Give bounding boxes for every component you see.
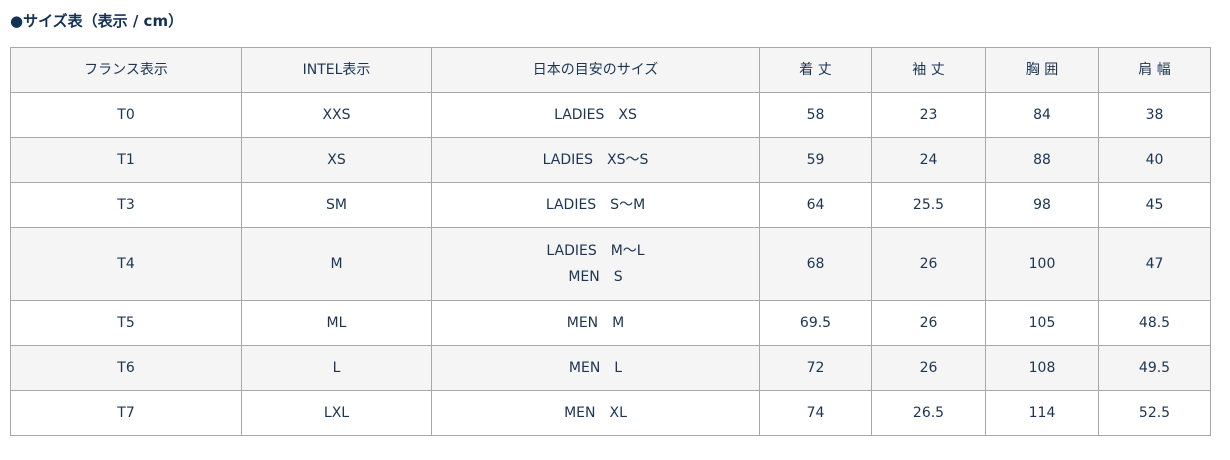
cell-chest: 105 bbox=[985, 300, 1099, 346]
cell-sleeve: 26 bbox=[871, 345, 986, 391]
cell-sleeve: 26.5 bbox=[871, 390, 986, 436]
cell-chest: 108 bbox=[985, 345, 1099, 391]
cell-france: T3 bbox=[10, 182, 242, 228]
header-sleeve: 袖 丈 bbox=[871, 47, 986, 93]
header-length: 着 丈 bbox=[759, 47, 872, 93]
cell-sleeve: 23 bbox=[871, 92, 986, 138]
cell-japan-size: LADIES M〜L MEN S bbox=[431, 227, 760, 301]
cell-intel: L bbox=[241, 345, 432, 391]
header-chest: 胸 囲 bbox=[985, 47, 1099, 93]
cell-intel: SM bbox=[241, 182, 432, 228]
table-row: T1 XS LADIES XS〜S 59 24 88 40 bbox=[10, 137, 1211, 183]
cell-length: 58 bbox=[759, 92, 872, 138]
section-title: ●サイズ表（表示 / cm） bbox=[10, 12, 184, 30]
cell-chest: 114 bbox=[985, 390, 1099, 436]
cell-sleeve: 25.5 bbox=[871, 182, 986, 228]
cell-length: 74 bbox=[759, 390, 872, 436]
cell-intel: M bbox=[241, 227, 432, 301]
cell-shoulder: 48.5 bbox=[1098, 300, 1211, 346]
cell-france: T4 bbox=[10, 227, 242, 301]
cell-chest: 100 bbox=[985, 227, 1099, 301]
cell-shoulder: 49.5 bbox=[1098, 345, 1211, 391]
cell-length: 68 bbox=[759, 227, 872, 301]
cell-shoulder: 38 bbox=[1098, 92, 1211, 138]
table-row: T6 L MEN L 72 26 108 49.5 bbox=[10, 345, 1211, 391]
cell-shoulder: 52.5 bbox=[1098, 390, 1211, 436]
table-row: T5 ML MEN M 69.5 26 105 48.5 bbox=[10, 300, 1211, 346]
cell-sleeve: 26 bbox=[871, 300, 986, 346]
cell-length: 59 bbox=[759, 137, 872, 183]
cell-france: T1 bbox=[10, 137, 242, 183]
cell-chest: 98 bbox=[985, 182, 1099, 228]
cell-intel: LXL bbox=[241, 390, 432, 436]
header-france: フランス表示 bbox=[10, 47, 242, 93]
header-japan-size: 日本の目安のサイズ bbox=[431, 47, 760, 93]
cell-france: T5 bbox=[10, 300, 242, 346]
cell-shoulder: 40 bbox=[1098, 137, 1211, 183]
cell-japan-size: MEN L bbox=[431, 345, 760, 391]
cell-length: 72 bbox=[759, 345, 872, 391]
cell-chest: 84 bbox=[985, 92, 1099, 138]
cell-shoulder: 45 bbox=[1098, 182, 1211, 228]
cell-france: T7 bbox=[10, 390, 242, 436]
cell-japan-size: LADIES XS bbox=[431, 92, 760, 138]
table-header-row: フランス表示 INTEL表示 日本の目安のサイズ 着 丈 袖 丈 胸 囲 肩 幅 bbox=[10, 47, 1211, 93]
cell-sleeve: 24 bbox=[871, 137, 986, 183]
table-row: T3 SM LADIES S〜M 64 25.5 98 45 bbox=[10, 182, 1211, 228]
cell-japan-size: MEN M bbox=[431, 300, 760, 346]
cell-japan-size: LADIES XS〜S bbox=[431, 137, 760, 183]
cell-france: T0 bbox=[10, 92, 242, 138]
cell-chest: 88 bbox=[985, 137, 1099, 183]
cell-intel: XXS bbox=[241, 92, 432, 138]
cell-shoulder: 47 bbox=[1098, 227, 1211, 301]
cell-sleeve: 26 bbox=[871, 227, 986, 301]
cell-intel: XS bbox=[241, 137, 432, 183]
cell-france: T6 bbox=[10, 345, 242, 391]
table-row: T4 M LADIES M〜L MEN S 68 26 100 47 bbox=[10, 227, 1211, 301]
header-intel: INTEL表示 bbox=[241, 47, 432, 93]
cell-japan-size: MEN XL bbox=[431, 390, 760, 436]
table-row: T7 LXL MEN XL 74 26.5 114 52.5 bbox=[10, 390, 1211, 436]
table-row: T0 XXS LADIES XS 58 23 84 38 bbox=[10, 92, 1211, 138]
header-shoulder: 肩 幅 bbox=[1098, 47, 1211, 93]
cell-japan-size: LADIES S〜M bbox=[431, 182, 760, 228]
cell-intel: ML bbox=[241, 300, 432, 346]
cell-length: 69.5 bbox=[759, 300, 872, 346]
cell-length: 64 bbox=[759, 182, 872, 228]
size-table: フランス表示 INTEL表示 日本の目安のサイズ 着 丈 袖 丈 胸 囲 肩 幅… bbox=[10, 47, 1211, 436]
